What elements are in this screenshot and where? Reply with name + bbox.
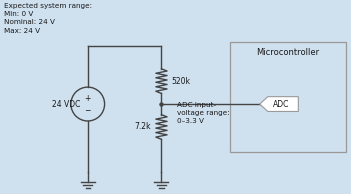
Polygon shape — [260, 97, 298, 112]
Text: 7.2k: 7.2k — [134, 122, 151, 132]
Text: ADC: ADC — [273, 100, 289, 109]
FancyBboxPatch shape — [230, 42, 346, 152]
Text: −: − — [85, 106, 91, 115]
Text: Expected system range:
Min: 0 V
Nominal: 24 V
Max: 24 V: Expected system range: Min: 0 V Nominal:… — [4, 3, 92, 34]
Text: ADC input-
voltage range:
0–3.3 V: ADC input- voltage range: 0–3.3 V — [177, 102, 230, 124]
Text: +: + — [85, 94, 91, 103]
Text: Microcontroller: Microcontroller — [256, 48, 319, 57]
Text: 24 VDC: 24 VDC — [52, 100, 80, 109]
Text: 520k: 520k — [171, 77, 190, 86]
